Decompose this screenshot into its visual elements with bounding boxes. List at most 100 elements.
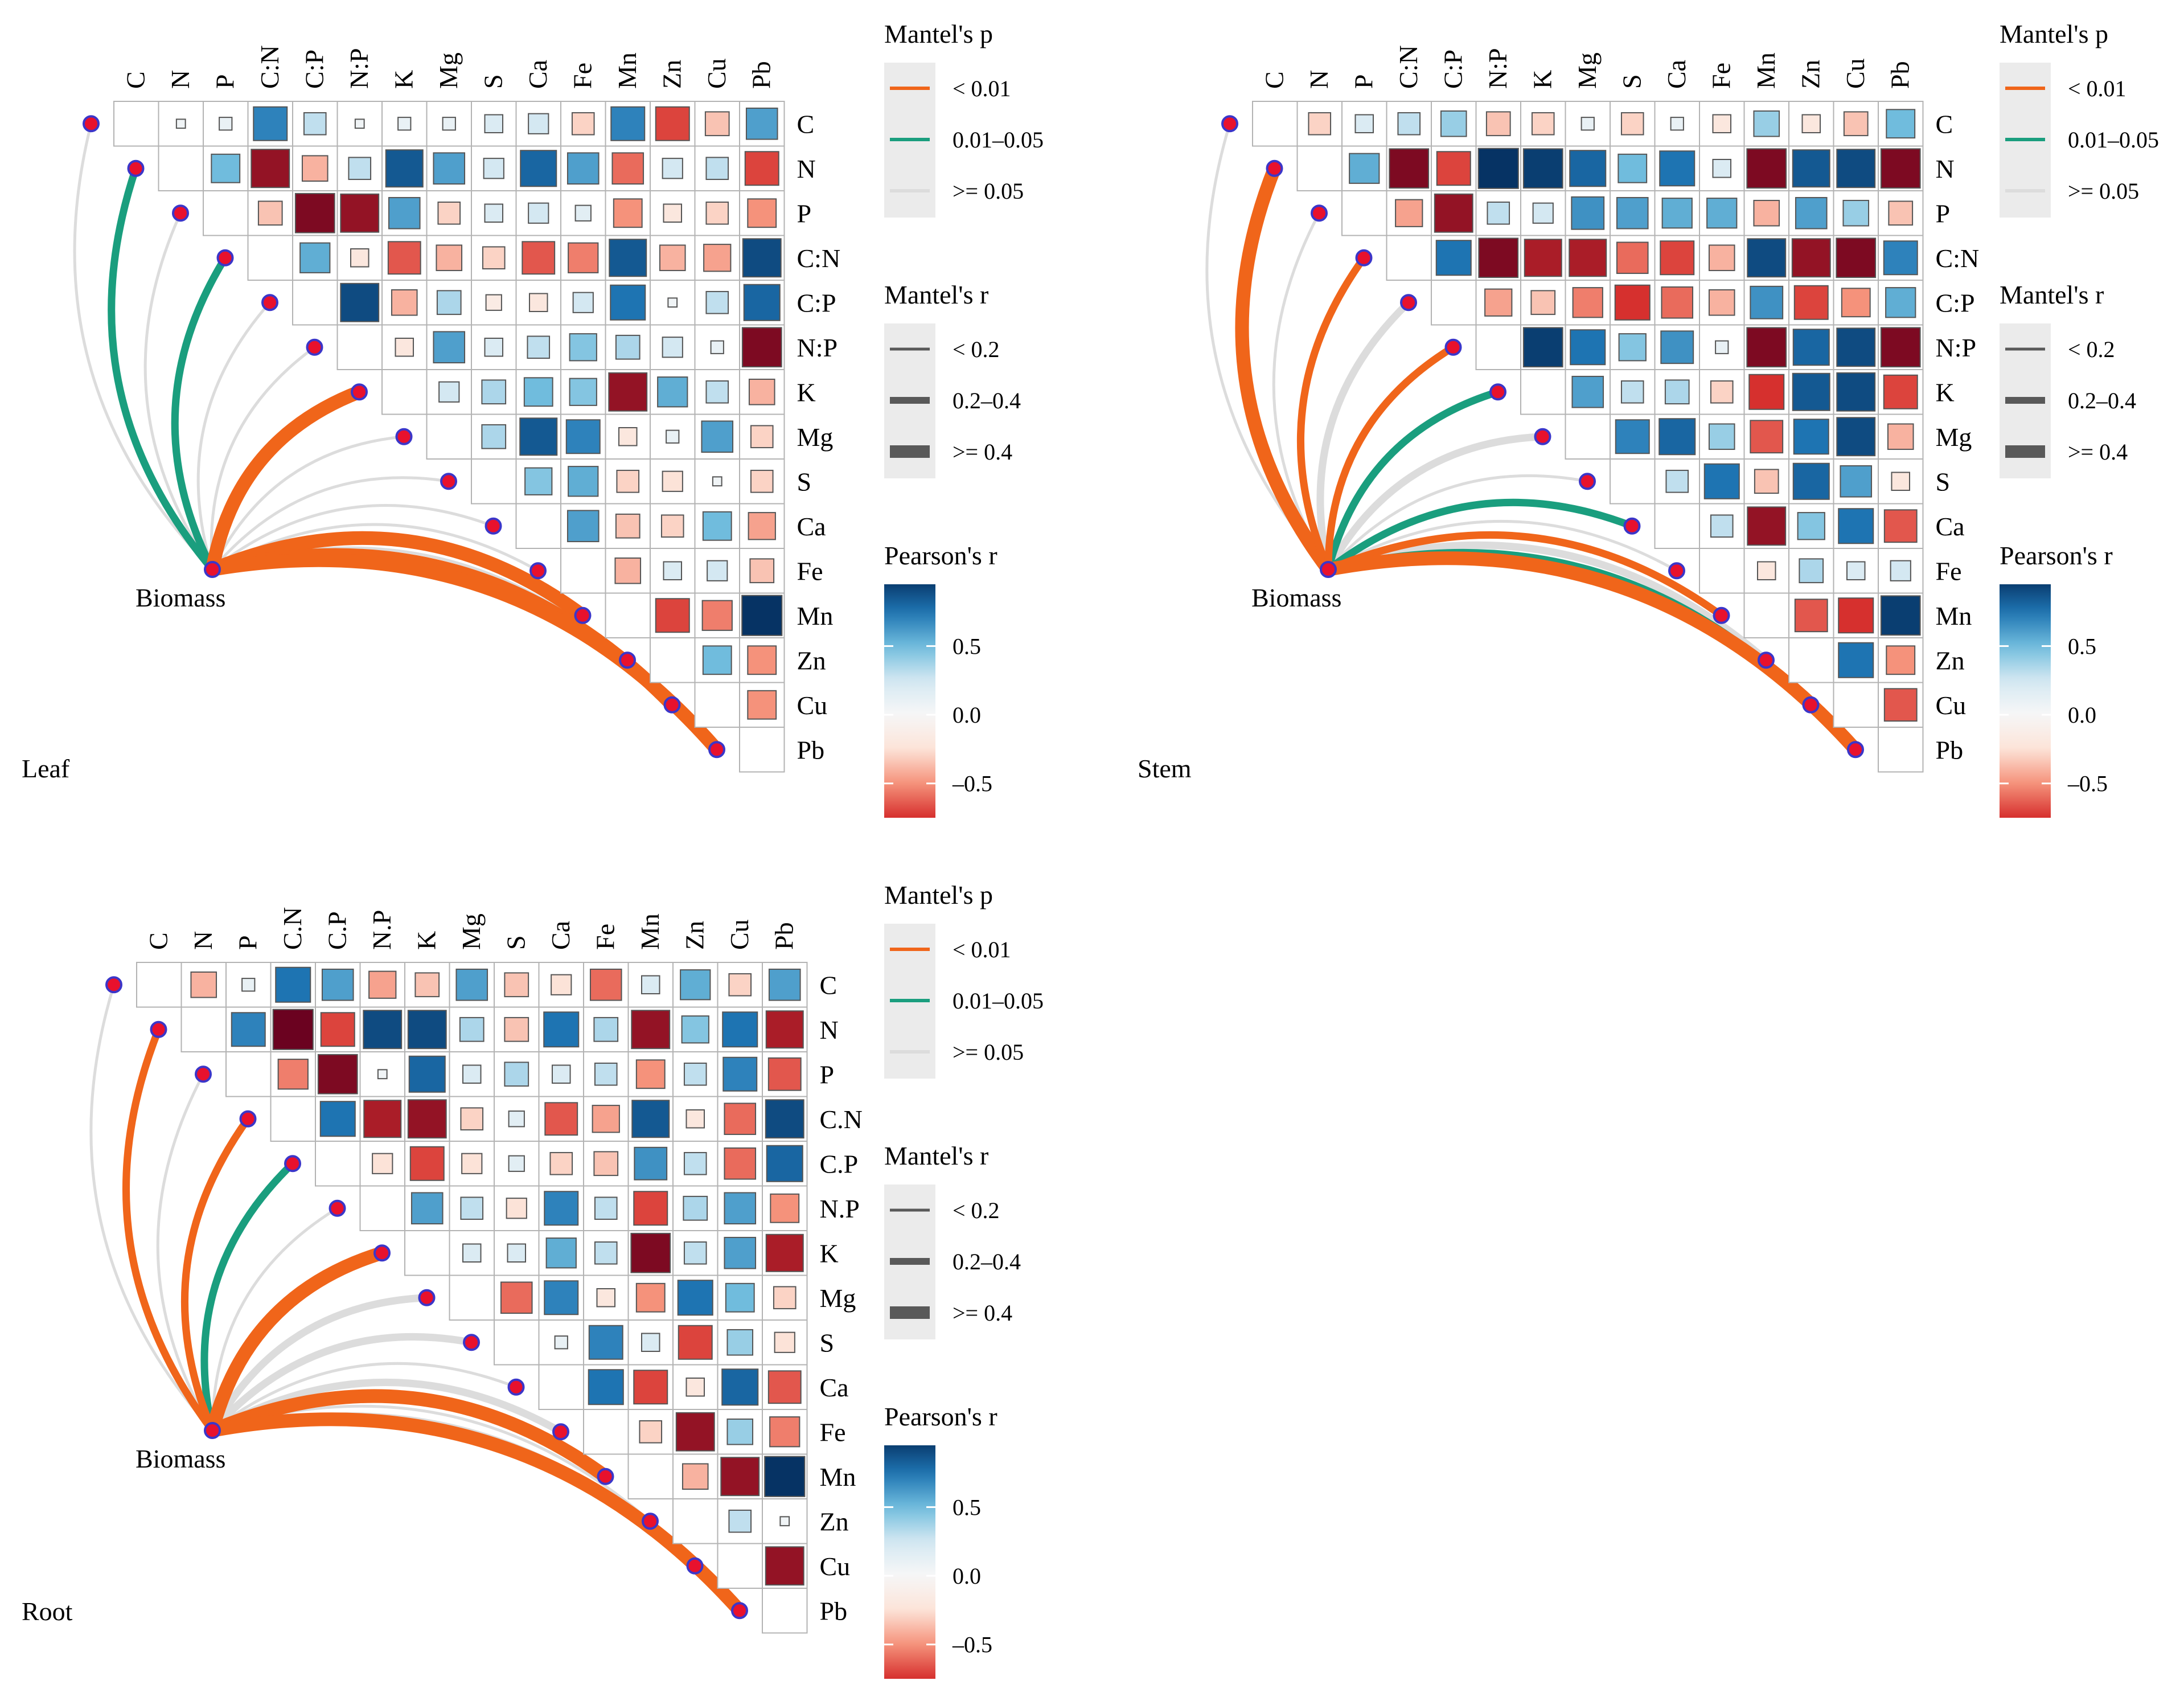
leaf-corr-square [662,158,683,179]
leaf-corr-square [662,337,683,358]
root-row-label: Ca [820,1373,849,1402]
stem-corr-square [1836,237,1877,278]
stem-corr-square [1670,117,1684,131]
stem-corr-square [1841,288,1871,318]
leaf-corr-square [701,420,734,453]
leaf-node-s [440,473,457,490]
root-corr-square [508,1110,525,1128]
stem-node-s [1579,473,1596,490]
stem-corr-square [1477,147,1519,189]
root-corr-square [589,968,622,1001]
root-corr-square [231,1012,266,1047]
stem-corr-square [1616,241,1649,274]
stem-biomass-label: Biomass [1251,583,1341,612]
stem-row-label: C:P [1936,288,1975,317]
root-corr-square [677,1280,713,1316]
root-corr-square [678,1325,713,1360]
root-corr-square [507,1243,527,1263]
root-corr-square [506,1198,527,1219]
stem-corr-square [1478,237,1519,278]
root-corr-square [554,1335,568,1350]
root-corr-square [726,1418,754,1445]
leaf-mantel-link-s [211,476,450,571]
root-corr-square [410,1192,444,1225]
root-corr-square [461,1153,483,1174]
leaf-corr-square [520,150,557,187]
root-corr-square [720,1457,760,1497]
leaf-row-label: Mg [797,423,834,452]
root-grid-cell [494,1319,540,1366]
leaf-grid-cell [336,324,383,370]
stem-corr-square [1836,372,1876,412]
root-row-label: S [820,1328,835,1357]
stem-corr-square [1571,196,1605,230]
root-corr-square [460,1107,484,1131]
leaf-node-n [127,159,145,177]
stem-corr-square [1349,153,1380,184]
stem-corr-square [1791,238,1831,278]
root-corr-square [675,1412,715,1452]
leaf-corr-square [574,204,592,222]
root-row-label: N [820,1015,839,1044]
root-mantel-link-s [208,1333,475,1435]
mantel-links-layer [73,122,1862,1618]
leaf-corr-square [303,112,327,136]
leaf-corr-square [485,294,502,311]
stem-mantel-link-mg [1324,433,1546,573]
stem-corr-square [1615,419,1650,454]
stem-mantel-link-mn [1324,531,1725,620]
leaf-row-label: Cu [797,691,828,720]
stem-corr-square [1616,196,1649,229]
stem-node-cu [1802,696,1820,714]
stem-corr-square [1880,148,1921,189]
stem-col-label: C:P [1438,50,1467,89]
root-grid-cell [404,1230,450,1276]
root-corr-square [685,1377,705,1397]
leaf-corr-square [614,557,642,584]
root-col-label: K [412,931,441,950]
leaf-grid-cell [650,637,696,683]
root-corr-square [683,1195,708,1221]
root-mantel-link-n [122,1026,216,1435]
legends-layer: Mantel's p < 0.01 0.01–0.05 >= 0.05 Mantel's… [884,19,2159,1679]
stem-row-label: P [1936,199,1951,228]
root-corr-square [275,966,311,1003]
leaf-corr-square [705,290,729,314]
stem-grid-cell [1699,548,1745,594]
leaf-corr-square [527,335,551,359]
root-col-label: C.N [278,907,307,950]
stem-corr-square [1846,561,1866,581]
root-corr-square [508,1155,525,1172]
leaf-corr-square [433,331,466,364]
root-corr-square [724,1236,757,1269]
stem-row-label: C [1936,109,1953,138]
leaf-legend-colorbar-label: –0.5 [952,771,992,797]
root-grid-cell [180,1006,227,1052]
stem-corr-square [1531,112,1555,136]
root-node-c-p [284,1155,301,1173]
leaf-corr-square [657,376,688,408]
root-col-label: Pb [769,922,798,950]
root-corr-square [593,1017,619,1042]
root-node-ca [507,1378,525,1396]
root-mantel-link-c-p [200,1159,297,1435]
stem-corr-square [1836,149,1876,188]
leaf-biomass-node [204,561,221,578]
leaf-row-label: Zn [797,646,826,675]
root-mantel-link-mn [206,1389,613,1483]
leaf-corr-square [663,203,683,223]
stem-node-k [1489,383,1506,401]
leaf-legend-mantel-r-label: 0.2–0.4 [953,388,1021,413]
leaf-legend-mantel-p-title: Mantel's p [884,19,993,48]
stem-grid-cell [1788,637,1834,683]
leaf-legend-mantel-p-label: 0.01–0.05 [953,127,1044,153]
stem-corr-square [1799,558,1824,584]
leaf-node-pb [708,741,725,759]
leaf-corr-square [442,117,456,131]
stem-col-label: Cu [1841,58,1870,89]
stem-col-label: Ca [1662,60,1691,89]
leaf-corr-square [748,512,776,540]
root-corr-square [551,1064,571,1084]
leaf-node-c [83,115,100,133]
stem-corr-square [1665,469,1689,493]
